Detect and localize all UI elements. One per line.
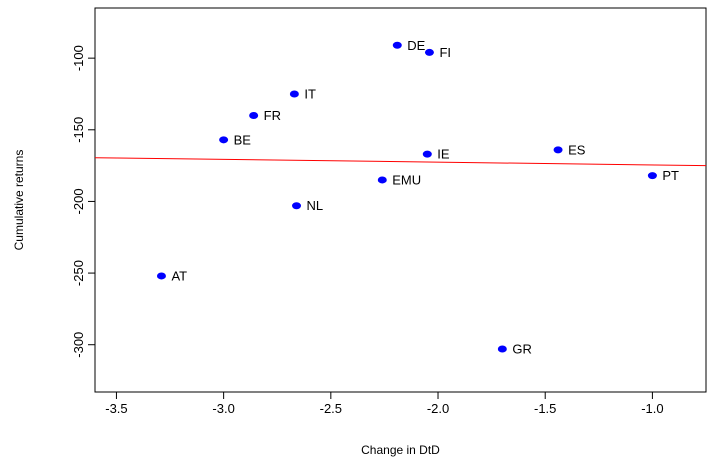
data-point: [156, 272, 166, 280]
data-point: [219, 136, 229, 144]
y-tick-label: -300: [71, 332, 86, 358]
y-axis: -100 -150 -200 -250 -300: [71, 45, 95, 358]
fit-line-layer: [94, 157, 707, 167]
point-label: IE: [437, 147, 450, 162]
y-tick-label: -150: [71, 117, 86, 143]
plot-frame: [94, 7, 707, 393]
x-tick-label: -1.0: [641, 401, 663, 416]
data-point: [377, 176, 387, 184]
x-axis-title: Change in DtD: [361, 443, 440, 457]
x-axis: -3.5 -3.0 -2.5 -2.0 -1.5 -1.0: [105, 392, 664, 416]
point-label: NL: [307, 198, 324, 213]
y-axis-title: Cumulative returns: [12, 150, 26, 251]
point-label: EMU: [392, 172, 421, 187]
y-tick-label: -100: [71, 45, 86, 71]
point-label: FR: [264, 108, 281, 123]
data-point: [289, 90, 299, 98]
point-label: AT: [171, 268, 187, 283]
data-point: [422, 150, 432, 158]
x-tick-label: -2.5: [320, 401, 342, 416]
point-label: IT: [304, 86, 316, 101]
point-label: FI: [439, 45, 451, 60]
x-tick-label: -3.5: [105, 401, 127, 416]
point-label: GR: [512, 342, 532, 357]
x-tick-label: -1.5: [534, 401, 556, 416]
data-point: [497, 345, 507, 353]
x-tick-label: -3.0: [212, 401, 234, 416]
data-point: [392, 41, 402, 49]
point-label: PT: [662, 168, 679, 183]
regression-line: [94, 157, 707, 167]
data-point: [292, 202, 302, 210]
data-point: [249, 111, 259, 119]
point-label: ES: [568, 142, 586, 157]
data-point: [553, 146, 563, 154]
y-tick-label: -200: [71, 188, 86, 214]
points-layer: DE FI IT FR BE IE ES PT EMU NL AT GR: [156, 38, 679, 357]
point-label: BE: [234, 132, 252, 147]
data-point: [424, 48, 434, 56]
x-tick-label: -2.0: [427, 401, 449, 416]
y-tick-label: -250: [71, 260, 86, 286]
data-point: [647, 172, 657, 180]
point-label: DE: [407, 38, 425, 53]
